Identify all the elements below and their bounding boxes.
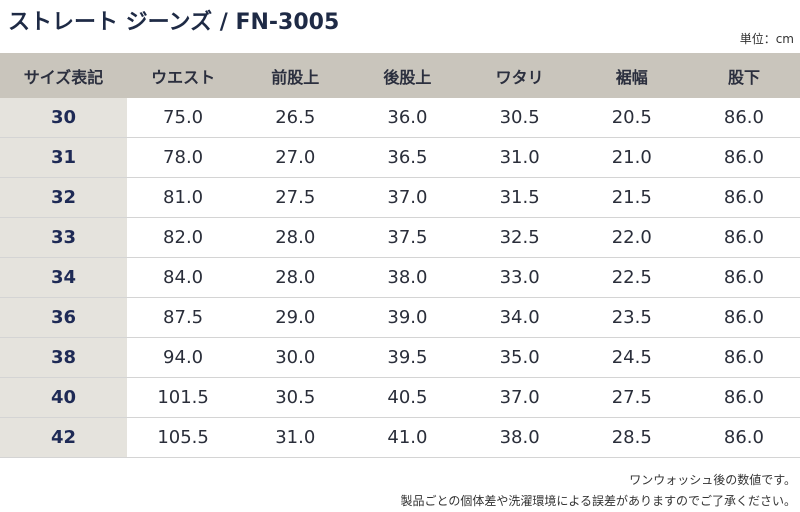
- table-cell: 40.5: [387, 387, 428, 408]
- table-row: 31 78.0 27.0 36.5 31.0 21.0 86.0: [0, 138, 800, 178]
- header-row: サイズ表記 ウエスト 前股上 後股上 ワタリ 裾幅 股下: [0, 53, 800, 98]
- header-cell: ウエスト: [151, 67, 216, 87]
- table-cell: 31.0: [275, 427, 316, 448]
- table-cell: 28.0: [275, 227, 316, 248]
- table-cell: 78.0: [163, 147, 204, 168]
- table-cell: 86.0: [723, 427, 764, 448]
- header-cell: 裾幅: [615, 67, 648, 87]
- table-cell: 27.5: [611, 387, 652, 408]
- table-cell: 30.5: [275, 387, 316, 408]
- size-cell: 30: [0, 98, 127, 137]
- table-cell: 38.0: [499, 427, 540, 448]
- table-cell: 30.5: [499, 107, 540, 128]
- table-cell: 28.0: [275, 267, 316, 288]
- size-cell: 40: [0, 378, 127, 417]
- table-cell: 36.0: [387, 107, 428, 128]
- header-cell: 後股上: [383, 67, 432, 87]
- table-cell: 32.5: [499, 227, 540, 248]
- table-cell: 101.5: [157, 387, 209, 408]
- size-cell: 36: [0, 298, 127, 337]
- table-cell: 37.0: [387, 187, 428, 208]
- table-cell: 31.5: [499, 187, 540, 208]
- table-cell: 34.0: [499, 307, 540, 328]
- table-cell: 29.0: [275, 307, 316, 328]
- note-line: 製品ごとの個体差や洗濯環境による誤差がありますのでご了承ください。: [400, 494, 796, 508]
- table-row: 38 94.0 30.0 39.5 35.0 24.5 86.0: [0, 338, 800, 378]
- table-cell: 27.0: [275, 147, 316, 168]
- table-cell: 21.0: [611, 147, 652, 168]
- table-cell: 84.0: [163, 267, 204, 288]
- table-row: 40 101.5 30.5 40.5 37.0 27.5 86.0: [0, 378, 800, 418]
- table-cell: 24.5: [611, 347, 652, 368]
- table-cell: 22.5: [611, 267, 652, 288]
- table-cell: 86.0: [723, 267, 764, 288]
- table-row: 34 84.0 28.0 38.0 33.0 22.5 86.0: [0, 258, 800, 298]
- table-cell: 86.0: [723, 347, 764, 368]
- header-cell: 前股上: [271, 67, 320, 87]
- table-cell: 36.5: [387, 147, 428, 168]
- unit-label: 単位：cm: [739, 32, 794, 46]
- table-cell: 35.0: [499, 347, 540, 368]
- table-cell: 38.0: [387, 267, 428, 288]
- table-cell: 86.0: [723, 227, 764, 248]
- table-cell: 31.0: [499, 147, 540, 168]
- table-cell: 39.0: [387, 307, 428, 328]
- size-cell: 33: [0, 218, 127, 257]
- table-cell: 86.0: [723, 147, 764, 168]
- size-table: サイズ表記 ウエスト 前股上 後股上 ワタリ 裾幅 股下 30 75.0 26.5 36.0 30.5…: [0, 53, 800, 458]
- size-cell: 42: [0, 418, 127, 457]
- table-cell: 22.0: [611, 227, 652, 248]
- header-cell: サイズ表記: [23, 67, 104, 87]
- table-cell: 94.0: [163, 347, 204, 368]
- table-cell: 39.5: [387, 347, 428, 368]
- title: ストレート ジーンズ / FN-3005: [8, 10, 340, 35]
- header-cell: 股下: [727, 67, 760, 87]
- table-row: 42 105.5 31.0 41.0 38.0 28.5 86.0: [0, 418, 800, 458]
- table-cell: 41.0: [387, 427, 428, 448]
- notes: ワンウォッシュ後の数値です。製品ごとの個体差や洗濯環境による誤差がありますのでご…: [400, 470, 796, 512]
- table-cell: 105.5: [157, 427, 209, 448]
- table-row: 33 82.0 28.0 37.5 32.5 22.0 86.0: [0, 218, 800, 258]
- table-cell: 86.0: [723, 107, 764, 128]
- table-row: 30 75.0 26.5 36.0 30.5 20.5 86.0: [0, 98, 800, 138]
- table-cell: 81.0: [163, 187, 204, 208]
- size-cell: 31: [0, 138, 127, 177]
- table-cell: 21.5: [611, 187, 652, 208]
- table-cell: 82.0: [163, 227, 204, 248]
- table-cell: 30.0: [275, 347, 316, 368]
- header-cell: ワタリ: [495, 67, 544, 87]
- table-cell: 37.0: [499, 387, 540, 408]
- table-cell: 20.5: [611, 107, 652, 128]
- table-cell: 75.0: [163, 107, 204, 128]
- table-cell: 86.0: [723, 387, 764, 408]
- table-cell: 28.5: [611, 427, 652, 448]
- size-cell: 38: [0, 338, 127, 377]
- table-cell: 37.5: [387, 227, 428, 248]
- table-cell: 86.0: [723, 187, 764, 208]
- size-cell: 34: [0, 258, 127, 297]
- table-cell: 87.5: [163, 307, 204, 328]
- table-row: 32 81.0 27.5 37.0 31.5 21.5 86.0: [0, 178, 800, 218]
- table-cell: 86.0: [723, 307, 764, 328]
- table-row: 36 87.5 29.0 39.0 34.0 23.5 86.0: [0, 298, 800, 338]
- size-cell: 32: [0, 178, 127, 217]
- table-cell: 26.5: [275, 107, 316, 128]
- table-cell: 33.0: [499, 267, 540, 288]
- table-cell: 23.5: [611, 307, 652, 328]
- note-line: ワンウォッシュ後の数値です。: [629, 473, 796, 487]
- table-cell: 27.5: [275, 187, 316, 208]
